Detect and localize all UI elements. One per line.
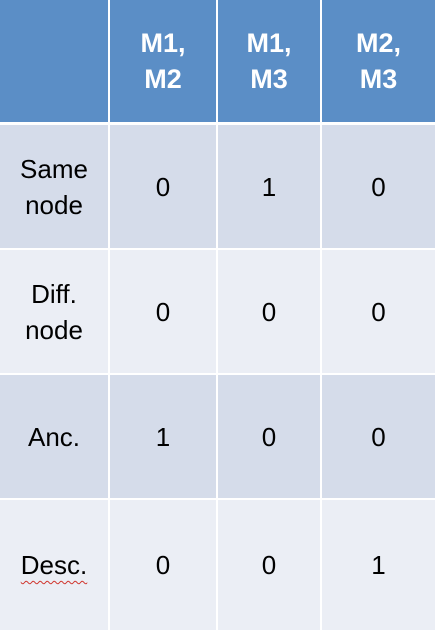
header-cell-m1-m2: M1, M2 [110,0,218,125]
row-label-same-node: Same node [0,125,110,250]
table-cell: 0 [322,250,435,375]
cell-value: 1 [155,421,171,452]
cell-value: 1 [261,171,277,202]
table-cell: 1 [110,375,218,500]
cell-value: 0 [155,171,171,202]
header-cell-m2-m3: M2, M3 [322,0,435,125]
row-label-text: Diff. node [25,278,83,345]
header-label-m1-m2: M1, M2 [140,28,186,94]
table-cell: 0 [218,500,322,632]
row-label-desc: Desc. [0,500,110,632]
row-label-anc: Anc. [0,375,110,500]
header-label-m2-m3: M2, M3 [355,28,401,94]
header-corner-cell [0,0,110,125]
table-cell: 0 [218,375,322,500]
row-label-diff-node: Diff. node [0,250,110,375]
cell-value: 0 [261,421,277,452]
row-label-text: Desc. [20,550,88,580]
row-label-text: Same node [20,153,88,220]
cell-value: 0 [371,171,386,202]
cell-value: 0 [155,550,171,580]
cell-value: 0 [261,550,277,580]
header-cell-m1-m3: M1, M3 [218,0,322,125]
row-label-text: Anc. [27,421,81,452]
table-cell: 0 [322,375,435,500]
table-cell: 0 [110,500,218,632]
table-cell: 0 [110,125,218,250]
cell-value: 0 [371,421,386,452]
table-cell: 0 [322,125,435,250]
table-cell: 0 [110,250,218,375]
table-cell: 0 [218,250,322,375]
header-label-m1-m3: M1, M3 [246,28,292,94]
cell-value: 1 [371,550,386,580]
cell-value: 0 [261,296,277,327]
table-cell: 1 [322,500,435,632]
table-cell: 1 [218,125,322,250]
cell-value: 0 [155,296,171,327]
cell-value: 0 [371,296,386,327]
